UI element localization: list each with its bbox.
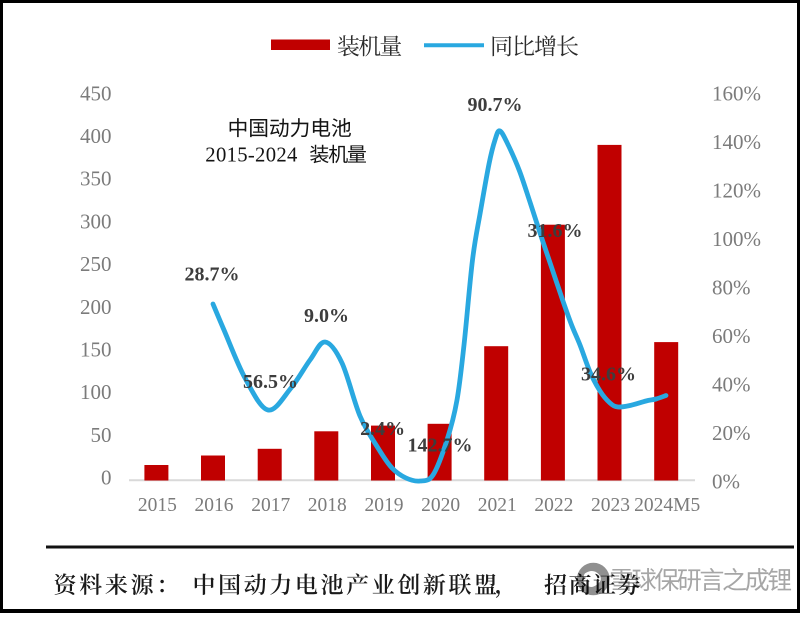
- svg-text:2015: 2015: [138, 495, 177, 516]
- svg-text:2023: 2023: [591, 495, 630, 516]
- svg-text:2021: 2021: [478, 495, 517, 516]
- svg-text:150: 150: [80, 338, 112, 362]
- svg-text:90.7%: 90.7%: [468, 94, 523, 116]
- svg-text:200: 200: [80, 295, 112, 319]
- svg-text:140%: 140%: [712, 130, 761, 154]
- svg-text:250: 250: [80, 252, 112, 276]
- svg-text:2017: 2017: [251, 495, 290, 516]
- svg-text:160%: 160%: [712, 81, 761, 105]
- svg-text:2022: 2022: [534, 495, 573, 516]
- svg-text:9.0%: 9.0%: [304, 305, 349, 327]
- svg-text:40%: 40%: [712, 372, 751, 396]
- svg-text:100: 100: [80, 380, 112, 404]
- svg-text:60%: 60%: [712, 324, 751, 348]
- svg-text:0%: 0%: [712, 469, 740, 493]
- svg-text:50: 50: [91, 423, 112, 447]
- svg-text:450: 450: [80, 81, 112, 105]
- svg-text:142.7%: 142.7%: [408, 435, 473, 457]
- svg-text:350: 350: [80, 167, 112, 191]
- svg-text:56.5%: 56.5%: [243, 371, 298, 393]
- svg-text:2015-2024: 2015-2024: [205, 145, 298, 167]
- svg-text:2019: 2019: [365, 495, 404, 516]
- svg-text:2018: 2018: [308, 495, 347, 516]
- svg-text:28.7%: 28.7%: [185, 263, 240, 285]
- svg-text:2016: 2016: [195, 495, 234, 516]
- svg-text:400: 400: [80, 124, 112, 148]
- svg-text:0: 0: [101, 466, 112, 490]
- svg-text:2024M5: 2024M5: [634, 495, 700, 516]
- svg-text:120%: 120%: [712, 178, 761, 202]
- svg-text:300: 300: [80, 209, 112, 233]
- svg-text:20%: 20%: [712, 421, 751, 445]
- svg-text:31.6%: 31.6%: [528, 220, 583, 242]
- svg-text:100%: 100%: [712, 227, 761, 251]
- svg-text:80%: 80%: [712, 275, 751, 299]
- svg-text:34.6%: 34.6%: [581, 363, 636, 385]
- svg-text:2.4%: 2.4%: [360, 418, 405, 440]
- svg-text:2020: 2020: [421, 495, 460, 516]
